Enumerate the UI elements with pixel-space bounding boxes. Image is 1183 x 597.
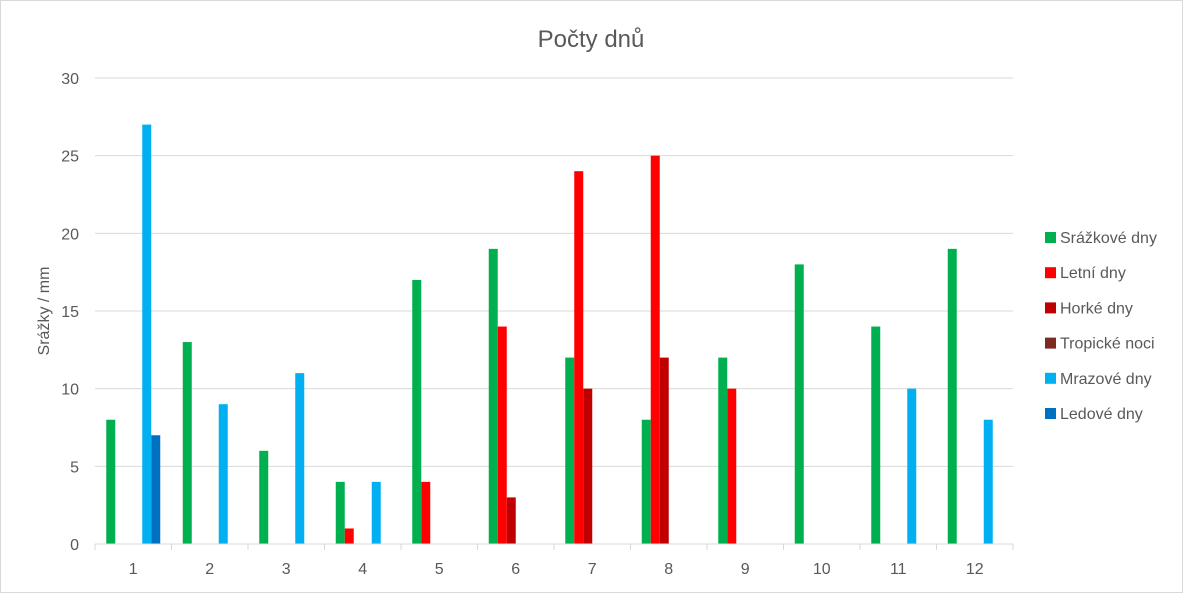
- legend-item: Tropické noci: [1045, 336, 1155, 353]
- bar: [947, 248, 957, 544]
- bar: [412, 279, 422, 544]
- legend-label: Letní dny: [1060, 265, 1126, 282]
- bar: [650, 155, 660, 544]
- bar: [295, 373, 305, 544]
- bar: [794, 264, 804, 544]
- bar: [259, 450, 269, 544]
- y-tick-label: 20: [61, 226, 79, 243]
- bar: [106, 419, 116, 544]
- x-tick-label: 1: [129, 561, 138, 578]
- x-tick-label: 9: [741, 561, 750, 578]
- y-tick-label: 0: [70, 537, 79, 554]
- x-tick-label: 10: [813, 561, 831, 578]
- x-tick-label: 3: [282, 561, 291, 578]
- bar: [371, 481, 381, 544]
- legend-swatch: [1045, 232, 1056, 243]
- bar: [182, 342, 192, 544]
- bar: [871, 326, 881, 544]
- x-tick-label: 5: [435, 561, 444, 578]
- bar: [344, 528, 354, 544]
- legend-item: Ledové dny: [1045, 406, 1143, 423]
- bar: [565, 357, 575, 544]
- x-tick-label: 12: [966, 561, 984, 578]
- x-axis: 1 2 3 4 5 6 7 8 9 10 11 12: [94, 543, 1014, 578]
- bar: [218, 404, 228, 544]
- y-axis-label: Srážky / mm: [36, 267, 53, 356]
- legend: Srážkové dny Letní dny Horké dny Tropické n…: [1045, 230, 1157, 423]
- bar: [659, 357, 669, 544]
- y-tick-label: 30: [61, 71, 79, 88]
- legend-label: Horké dny: [1060, 300, 1133, 317]
- legend-item: Mrazové dny: [1045, 371, 1152, 388]
- gridlines: [95, 77, 1013, 467]
- bars: [106, 124, 993, 544]
- legend-label: Srážkové dny: [1060, 230, 1157, 247]
- x-tick-label: 4: [358, 561, 367, 578]
- legend-label: Mrazové dny: [1060, 371, 1152, 388]
- bar: [907, 388, 917, 544]
- legend-label: Tropické noci: [1060, 336, 1155, 353]
- legend-label: Ledové dny: [1060, 406, 1143, 423]
- y-tick-label: 25: [61, 149, 79, 166]
- y-tick-label: 15: [61, 304, 79, 321]
- bar: [506, 497, 516, 544]
- x-tick-label: 2: [205, 561, 214, 578]
- legend-item: Horké dny: [1045, 300, 1133, 317]
- bar: [497, 326, 507, 544]
- bar: [983, 419, 993, 544]
- x-tick-label: 6: [511, 561, 520, 578]
- bar: [718, 357, 728, 544]
- bar: [583, 388, 593, 544]
- x-tick-label: 7: [588, 561, 597, 578]
- x-tick-label: 11: [890, 561, 907, 578]
- bar: [151, 435, 161, 544]
- bar: [421, 481, 431, 544]
- y-tick-label: 10: [61, 382, 79, 399]
- legend-item: Letní dny: [1045, 265, 1126, 282]
- legend-item: Srážkové dny: [1045, 230, 1157, 247]
- y-axis-ticks: 0 5 10 15 20 25 30: [61, 71, 79, 554]
- x-tick-label: 8: [664, 561, 673, 578]
- bar: [142, 124, 152, 544]
- y-tick-label: 5: [70, 459, 79, 476]
- bar: [335, 481, 345, 544]
- legend-swatch: [1045, 337, 1056, 349]
- legend-swatch: [1045, 267, 1056, 279]
- bar: [574, 171, 584, 544]
- bar: [641, 419, 651, 544]
- chart-title: Počty dnů: [538, 26, 645, 53]
- bar: [727, 388, 737, 544]
- legend-swatch: [1045, 372, 1056, 384]
- bar: [488, 248, 498, 544]
- legend-swatch: [1045, 408, 1056, 419]
- legend-swatch: [1045, 302, 1056, 314]
